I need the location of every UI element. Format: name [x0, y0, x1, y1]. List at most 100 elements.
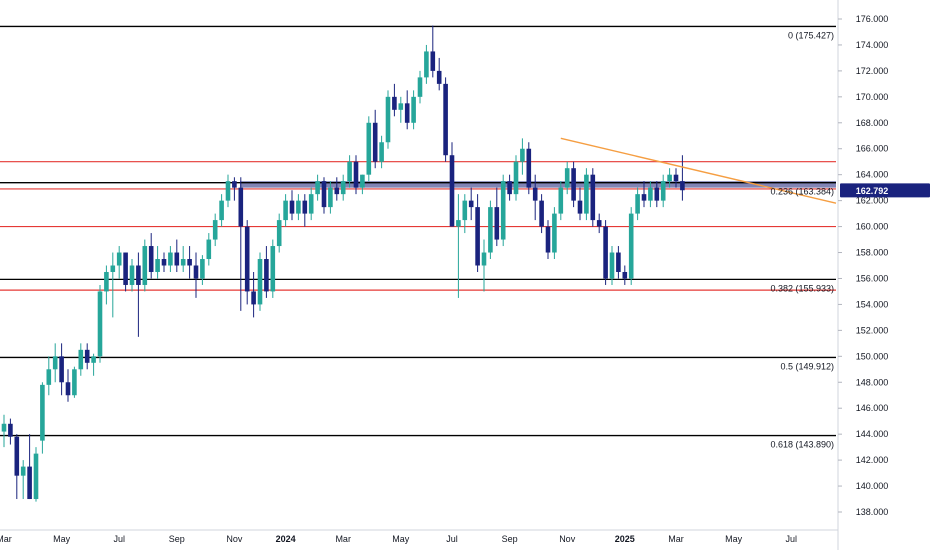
candle-body: [539, 200, 544, 227]
candle-body: [545, 226, 551, 253]
candle-body: [494, 207, 500, 240]
y-tick-label: 160.000: [856, 222, 889, 232]
candle-body: [33, 453, 39, 500]
y-tick-label: 174.000: [856, 40, 889, 50]
candle-body: [8, 423, 13, 437]
candle-body: [417, 77, 423, 97]
candle-body: [59, 356, 64, 383]
candle-body: [526, 148, 532, 188]
candle-body: [411, 96, 416, 123]
candle-body: [443, 83, 448, 156]
candle-body: [635, 194, 640, 214]
candle-body: [84, 349, 90, 363]
candle-body: [360, 174, 365, 188]
candle-body: [276, 220, 282, 247]
price-tag: 162.792: [840, 183, 930, 198]
fib-label: 0.618 (143.890): [770, 440, 834, 450]
candle-body: [180, 259, 186, 266]
y-tick-label: 138.000: [856, 507, 889, 517]
candle-body: [462, 200, 468, 221]
candle-body: [129, 265, 135, 285]
resistance-band: [240, 181, 836, 188]
price-tag-box: [840, 183, 930, 198]
candle-body: [507, 181, 512, 195]
y-tick-label: 152.000: [856, 325, 889, 335]
trendline: [560, 137, 837, 204]
candle-body: [257, 259, 263, 305]
candle-body: [251, 291, 256, 305]
candle-body: [136, 265, 141, 285]
candle-body: [155, 259, 160, 272]
candle-body: [616, 252, 621, 272]
x-tick-label: Mar: [668, 534, 684, 544]
candle-body: [584, 174, 589, 214]
x-tick-label: 2024: [276, 534, 296, 544]
candle-body: [302, 200, 308, 214]
x-tick-label: Jul: [785, 534, 797, 544]
candle-body: [116, 252, 122, 266]
y-tick-label: 168.000: [856, 118, 889, 128]
y-tick-label: 164.000: [856, 170, 889, 180]
candle-body: [372, 122, 378, 162]
x-tick-label: May: [392, 534, 410, 544]
candle-body: [321, 181, 327, 208]
candle-body: [72, 369, 77, 396]
candle-body: [603, 226, 608, 279]
candle-body: [14, 436, 20, 476]
y-tick-label: 142.000: [856, 455, 889, 465]
candle-body: [232, 181, 237, 188]
candle-body: [379, 142, 384, 162]
candle-body: [532, 187, 538, 201]
candle-body: [513, 161, 519, 195]
x-tick-label: Nov: [226, 534, 243, 544]
candle-body: [654, 187, 660, 201]
candle-body: [206, 239, 212, 260]
candle-body: [340, 181, 346, 195]
candle-body: [161, 259, 167, 266]
candle-body: [148, 246, 154, 272]
candle-body: [52, 356, 58, 370]
candle-body: [577, 200, 583, 214]
candle-body: [430, 51, 436, 71]
candle-body: [65, 382, 71, 396]
candle-body: [571, 168, 576, 201]
x-tick-label: Jul: [446, 534, 458, 544]
candle-body: [46, 369, 52, 385]
y-tick-label: 144.000: [856, 429, 889, 439]
y-tick-label: 172.000: [856, 66, 889, 76]
candle-body: [225, 181, 231, 201]
y-tick-label: 154.000: [856, 299, 889, 309]
candle-body: [244, 226, 250, 292]
candle-body: [110, 265, 116, 272]
y-tick-label: 170.000: [856, 92, 889, 102]
fib-labels: 0 (175.427) 0.236 (163.384) 0.382 (155.933…: [770, 30, 834, 449]
candle-body: [392, 96, 397, 110]
candle-body: [436, 70, 442, 84]
candle-body: [353, 161, 359, 188]
candles: [1, 25, 685, 502]
candle-body: [366, 122, 372, 175]
candle-body: [200, 259, 205, 279]
candle-body: [660, 181, 666, 201]
fib-label: 0.382 (155.933): [770, 283, 834, 293]
candle-body: [193, 265, 199, 279]
candle-body: [104, 271, 109, 292]
candle-body: [564, 168, 570, 188]
x-tick-label: Sep: [169, 534, 185, 544]
candle-body: [475, 207, 480, 266]
candle-body: [404, 103, 410, 123]
y-tick-label: 156.000: [856, 273, 889, 283]
x-tick-label: 2025: [615, 534, 635, 544]
candle-body: [187, 259, 192, 266]
x-tick-label: Mar: [335, 534, 351, 544]
x-tick-label: Jul: [113, 534, 125, 544]
candle-body: [385, 96, 391, 143]
candle-body: [289, 200, 295, 214]
candle-body: [219, 200, 224, 221]
candle-body: [296, 200, 301, 214]
x-tick-label: May: [725, 534, 743, 544]
candle-body: [123, 252, 128, 285]
candle-body: [590, 174, 596, 221]
candle-body: [1, 423, 7, 432]
